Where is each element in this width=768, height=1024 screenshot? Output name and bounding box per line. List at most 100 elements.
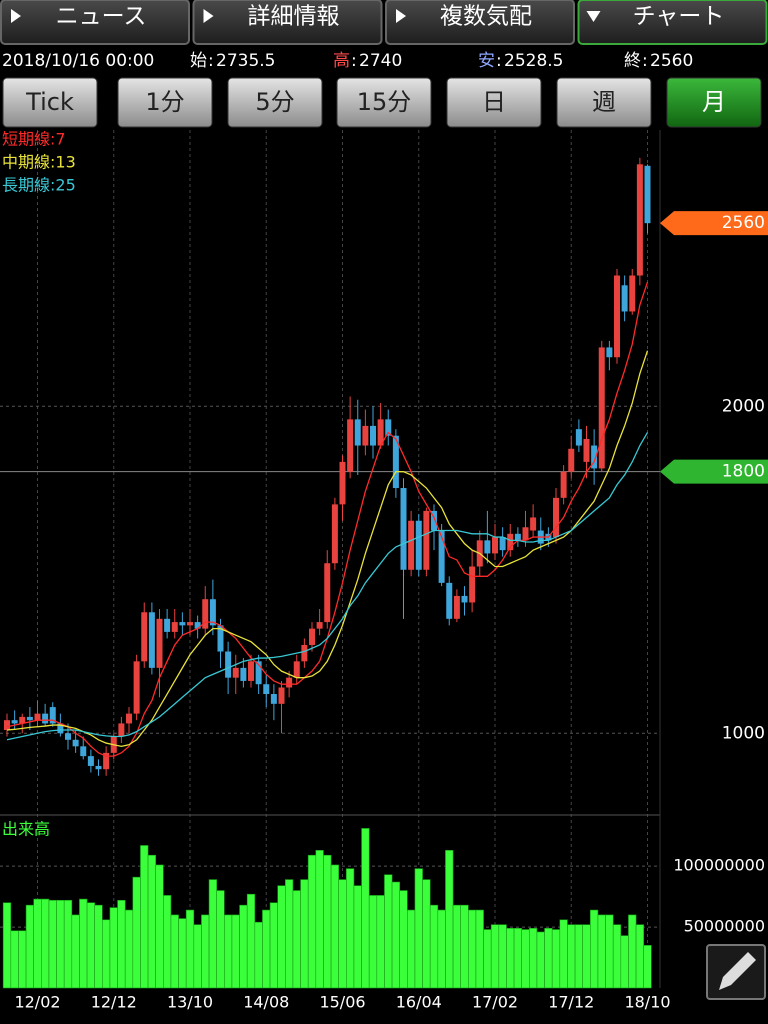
volume-bar — [41, 898, 50, 989]
volume-bar — [269, 902, 278, 989]
volume-bar — [536, 931, 545, 989]
candle-body — [598, 347, 605, 469]
legend-entry: 短期線:7 — [2, 130, 66, 149]
candle-body — [492, 537, 498, 554]
candle-body — [171, 622, 178, 632]
candle-body — [522, 527, 529, 541]
tab-bg[interactable] — [192, 0, 383, 45]
period-label[interactable]: 週 — [592, 88, 616, 116]
period-bg[interactable] — [336, 77, 432, 128]
tab[interactable]: 詳細情報 — [192, 0, 383, 45]
volume-bar — [445, 850, 454, 989]
period-label[interactable]: 日 — [482, 88, 506, 116]
tab-label[interactable]: 複数気配 — [440, 4, 532, 30]
candle-body — [514, 533, 521, 541]
info-label: 高 — [333, 51, 350, 71]
period-button[interactable]: 週 — [556, 77, 652, 128]
tab-label[interactable]: 詳細情報 — [248, 4, 340, 30]
x-tick-label: 18/10 — [624, 993, 670, 1012]
candle-body — [217, 625, 224, 652]
volume-title: 出来高 — [2, 820, 50, 839]
volume-bar — [315, 850, 324, 989]
candle-body — [583, 438, 590, 462]
candle-body — [553, 497, 559, 538]
volume-bar — [460, 904, 469, 989]
period-bg[interactable] — [2, 77, 98, 128]
candle-body — [126, 713, 132, 724]
volume-bar — [185, 909, 195, 989]
tab-label[interactable]: ニュース — [56, 4, 147, 30]
tab-arrow — [396, 9, 406, 23]
price-marker-label: 1800 — [722, 462, 765, 482]
volume-bar — [224, 914, 233, 989]
tab-arrow — [203, 9, 214, 23]
period-bg[interactable] — [666, 77, 762, 128]
volume-bar — [56, 899, 65, 989]
volume-bar — [590, 909, 599, 989]
volume-bar — [468, 909, 477, 989]
candle-body — [530, 517, 537, 531]
volume-bar — [193, 924, 202, 989]
tab-bg[interactable] — [385, 0, 575, 45]
y-tick-label: 100000000 — [673, 856, 765, 875]
volume-bar — [300, 879, 309, 989]
period-label[interactable]: 1分 — [145, 88, 184, 116]
candle-body — [560, 471, 567, 498]
volume-bar — [102, 919, 111, 989]
price-marker-label: 2560 — [722, 213, 765, 233]
price-marker — [660, 459, 768, 484]
volume-bar — [544, 928, 553, 989]
candle-body — [362, 425, 369, 446]
period-label[interactable]: Tick — [25, 88, 74, 116]
period-button[interactable]: 月 — [666, 77, 762, 128]
tab-label[interactable]: チャート — [633, 4, 725, 30]
candle-body — [270, 694, 277, 704]
candle-body — [354, 419, 361, 446]
volume-bar — [262, 909, 271, 989]
candle-body — [644, 165, 651, 224]
period-label[interactable]: 5分 — [255, 88, 294, 116]
candle-body — [392, 435, 399, 489]
candle-body — [187, 622, 193, 626]
candle-body — [568, 448, 575, 472]
volume-bar — [597, 914, 606, 989]
volume-bar — [323, 854, 332, 989]
period-label[interactable]: 15分 — [357, 88, 412, 116]
edit-button[interactable] — [706, 944, 766, 1000]
x-tick-label: 13/10 — [167, 993, 213, 1012]
volume-bar — [506, 928, 515, 989]
period-bg[interactable] — [227, 77, 323, 128]
period-button[interactable]: 1分 — [117, 77, 213, 128]
period-bg[interactable] — [446, 77, 542, 128]
period-button[interactable]: 15分 — [336, 77, 432, 128]
tab-arrow — [586, 11, 601, 22]
tab[interactable]: ニュース — [0, 0, 190, 45]
period-button[interactable]: Tick — [2, 77, 98, 128]
tab-bg[interactable] — [577, 0, 768, 45]
candle-body — [636, 164, 643, 276]
volume-bar — [132, 876, 141, 989]
tab-bg[interactable] — [0, 0, 190, 45]
candle-body — [331, 504, 338, 564]
volume-bar — [635, 924, 644, 989]
period-label[interactable]: 月 — [702, 88, 726, 116]
candle-body — [446, 582, 453, 619]
tab[interactable]: 複数気配 — [385, 0, 575, 45]
volume-bar — [48, 899, 57, 989]
volume-bar — [376, 895, 385, 989]
period-button[interactable]: 日 — [446, 77, 542, 128]
tab[interactable]: チャート — [577, 0, 768, 45]
volume-bar — [338, 879, 347, 989]
volume-bar — [239, 904, 248, 989]
volume-bar — [567, 924, 576, 989]
volume-bar — [2, 902, 12, 989]
x-tick-label: 12/02 — [14, 993, 60, 1012]
candle-body — [499, 537, 506, 551]
period-button[interactable]: 5分 — [227, 77, 323, 128]
candle-body — [42, 713, 49, 724]
period-bg[interactable] — [556, 77, 652, 128]
volume-bar — [178, 918, 187, 989]
period-bg[interactable] — [117, 77, 213, 128]
